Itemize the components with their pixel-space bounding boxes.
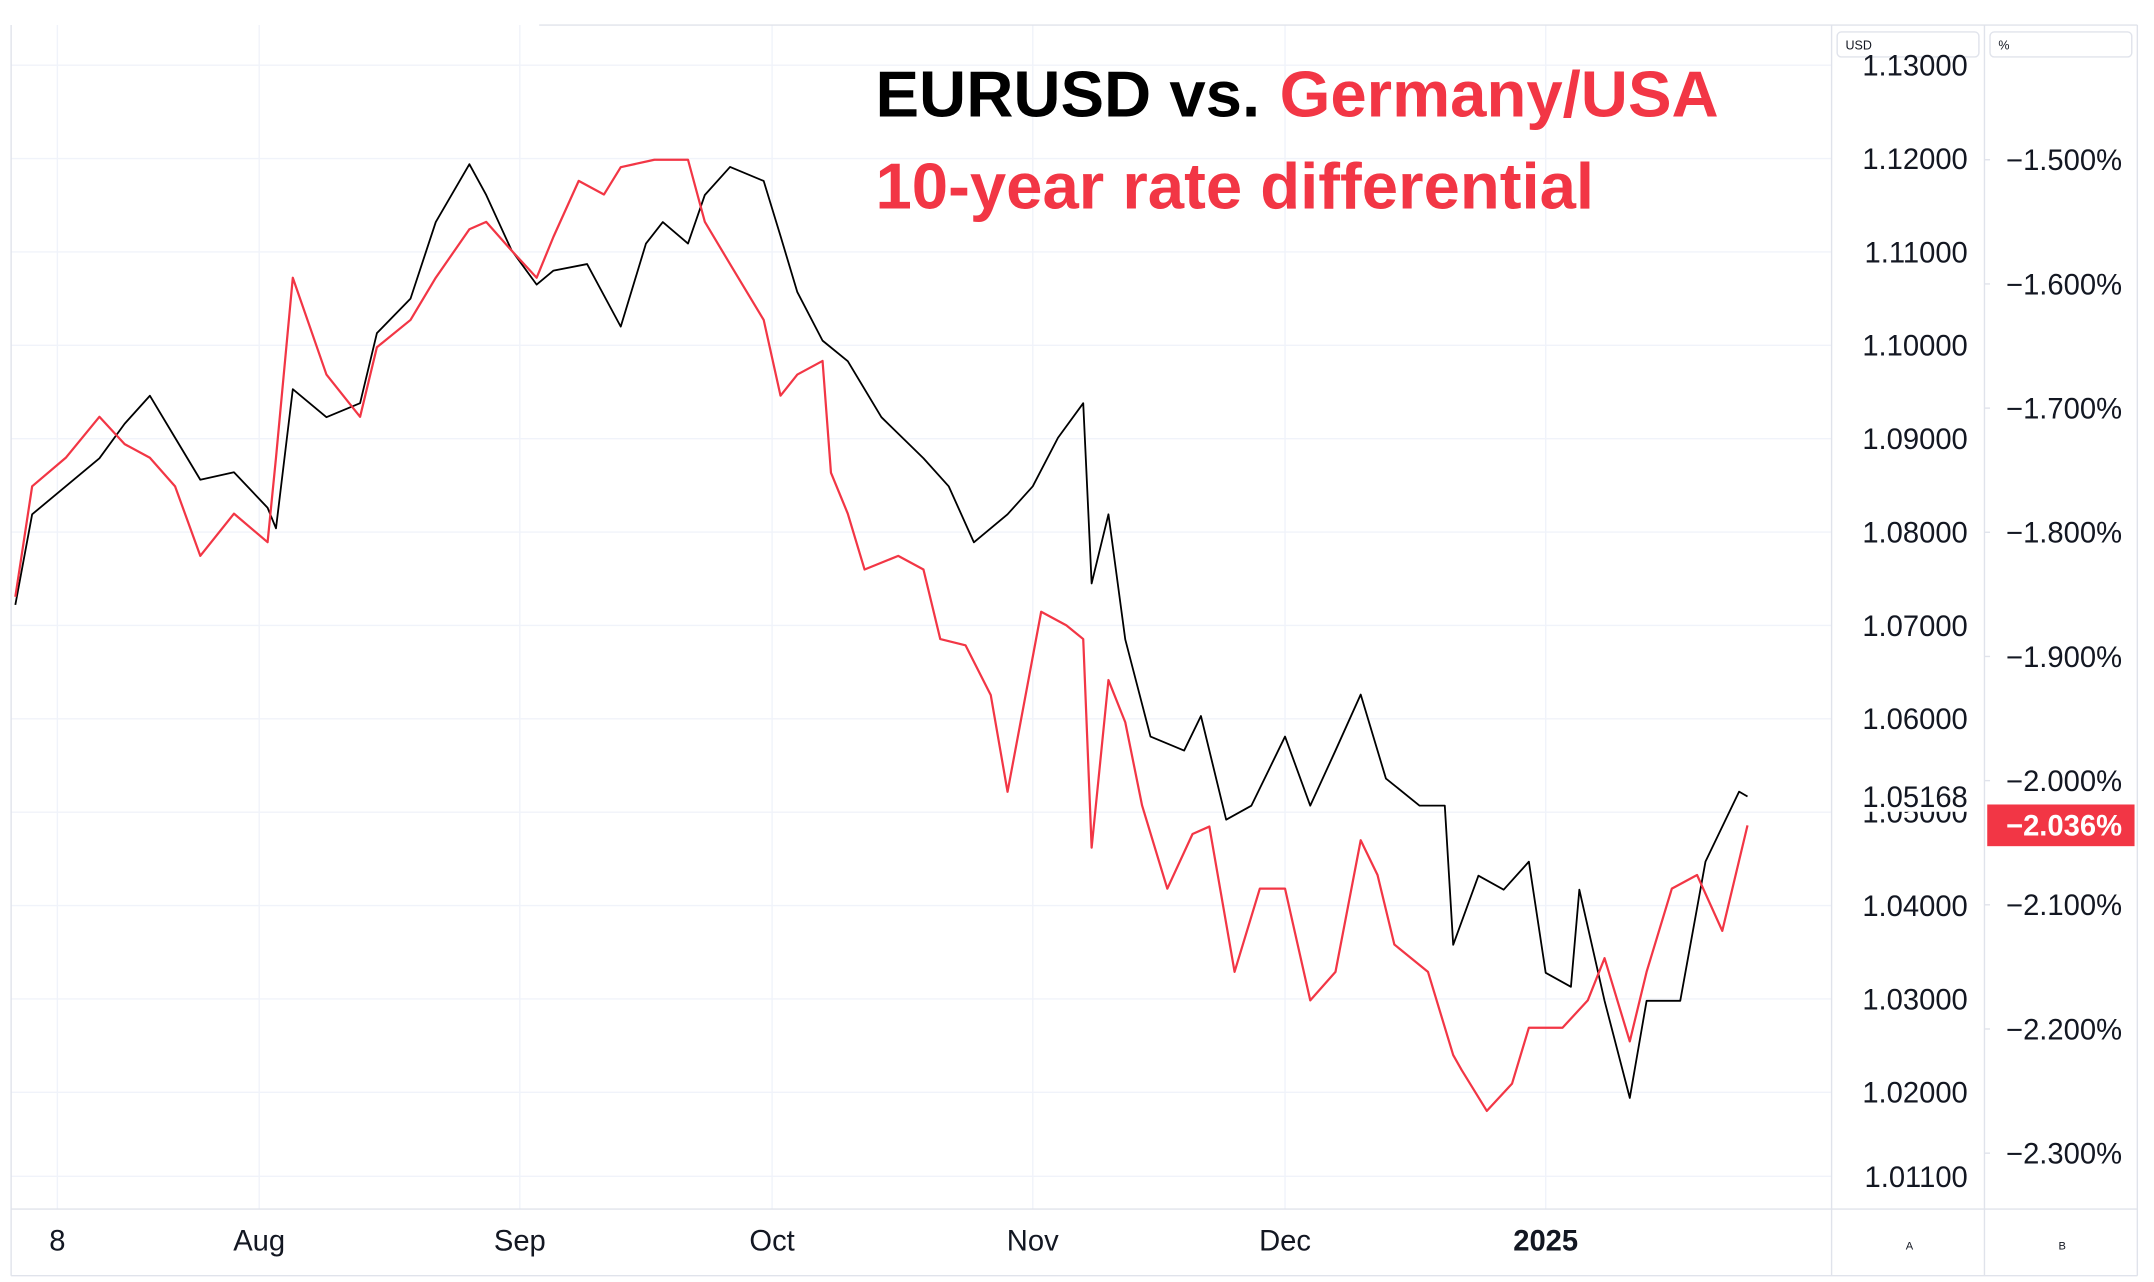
y-tick-label: 1.03000: [1862, 984, 1967, 1016]
chart-title: EURUSD vs. Germany/USA: [875, 58, 1718, 131]
y2-tick-label: −1.500%: [2006, 145, 2122, 177]
series-line: [14, 163, 1748, 1099]
y-axis-label: USD: [1845, 38, 1871, 52]
y2-tick-label: −2.300%: [2006, 1139, 2122, 1171]
y-tick-label: 1.06000: [1862, 704, 1967, 736]
frame: [10, 24, 2139, 1277]
scale-button[interactable]: B: [2059, 1240, 2066, 1252]
y2-tick-label: −1.900%: [2006, 642, 2122, 674]
axis-unit-box[interactable]: [1836, 31, 1980, 58]
y2-tick-label: −1.600%: [2006, 269, 2122, 301]
x-tick-label: Dec: [1259, 1226, 1311, 1258]
scale-button[interactable]: A: [1906, 1240, 1914, 1252]
axis-unit-box[interactable]: [1989, 31, 2133, 58]
y-tick-label: 1.01100: [1864, 1162, 1967, 1194]
y-tick-label: 1.07000: [1862, 611, 1967, 643]
last-value-label: −2.036%: [2006, 811, 2122, 843]
y-tick-label: 1.10000: [1862, 331, 1967, 363]
y-tick-label: 1.09000: [1862, 424, 1967, 456]
axes: 1.13000 1.12000 1.11000 1.10000 1.09000 1.080…: [49, 51, 2122, 1258]
x-tick-label: Nov: [1007, 1226, 1059, 1258]
chart-subtitle: 10-year rate differential: [875, 149, 1594, 222]
series-line: [14, 158, 1749, 1113]
y-tick-label: 1.11000: [1864, 237, 1967, 269]
y2-tick-label: −1.700%: [2006, 394, 2122, 426]
x-tick-label: 2025: [1513, 1226, 1578, 1258]
x-tick-label: Aug: [233, 1226, 285, 1258]
x-tick-label: 8: [49, 1226, 65, 1258]
plot-lines: [14, 158, 1749, 1113]
y-tick-label: 1.04000: [1862, 891, 1967, 923]
y2-tick-label: −2.100%: [2006, 890, 2122, 922]
y-tick-label: 1.08000: [1862, 517, 1967, 549]
title-part: EURUSD vs.: [875, 58, 1260, 131]
y-tick-label: 1.13000: [1862, 51, 1967, 83]
last-value-labels: 1.05168 −2.036%: [1834, 778, 2135, 847]
y2-tick-label: −1.800%: [2006, 518, 2122, 550]
last-value-badge: [1987, 804, 2135, 847]
last-value-bg: [1834, 778, 1982, 812]
title-highlight: Germany/USA: [1280, 58, 1719, 131]
x-tick-label: Oct: [749, 1226, 794, 1258]
y-tick-label: 1.02000: [1862, 1078, 1967, 1110]
x-tick-label: Sep: [494, 1226, 546, 1258]
y2-tick-label: −2.000%: [2006, 766, 2122, 798]
y2-tick-label: −2.200%: [2006, 1014, 2122, 1046]
y2-axis-label: %: [1998, 38, 2009, 52]
last-value-label: 1.05168: [1862, 782, 1967, 814]
y-tick-label: 1.12000: [1862, 144, 1967, 176]
grid: [11, 25, 1832, 1210]
